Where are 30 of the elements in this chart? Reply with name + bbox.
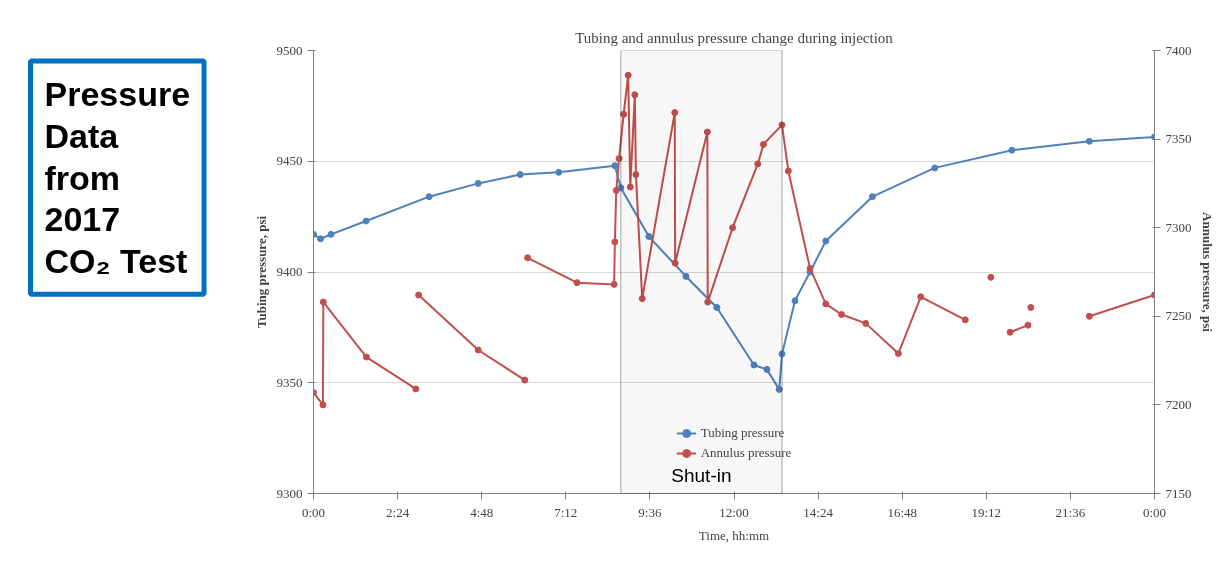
y2-tick-label: 7250 <box>1165 308 1192 324</box>
x-tick-label: 7:12 <box>554 504 578 520</box>
y-tick-label: 9450 <box>276 153 303 169</box>
x-tick-label: 0:00 <box>1142 504 1167 520</box>
x-tick-label: 12:00 <box>719 504 749 520</box>
y2-tick-label: 7400 <box>1165 42 1192 58</box>
y-tick-label: 9300 <box>276 485 303 501</box>
x-tick-label: 2:24 <box>386 504 410 520</box>
x-tick-label: 14:24 <box>803 504 834 520</box>
y2-tick-label: 7350 <box>1165 131 1192 147</box>
band-label: Shut-in <box>671 464 732 486</box>
x-tick-label: 0:00 <box>301 504 326 520</box>
y2-tick-label: 7300 <box>1165 219 1192 235</box>
legend-label: Tubing pressure <box>700 425 785 441</box>
y2-axis-title: Annulus pressure, psi <box>1199 212 1215 333</box>
chart-title: Tubing and annulus pressure change during injection <box>575 29 894 46</box>
y-axis-title: Tubing pressure, psi <box>253 215 269 329</box>
legend-label: Annulus pressure <box>700 445 792 461</box>
x-tick-label: 4:48 <box>470 504 494 520</box>
x-tick-label: 16:48 <box>887 504 918 520</box>
x-tick-label: 21:36 <box>1055 504 1086 520</box>
x-tick-label: 19:12 <box>971 504 1002 520</box>
x-axis-title: Time, hh:mm <box>698 527 770 543</box>
text: Pressure Data from 2017 CO₂ Test <box>44 74 191 281</box>
y-tick-label: 9350 <box>276 374 303 390</box>
y-tick-label: 9500 <box>276 42 303 58</box>
y2-tick-label: 7150 <box>1165 485 1192 501</box>
y-tick-label: 9400 <box>276 264 303 279</box>
y2-tick-label: 7200 <box>1165 396 1192 412</box>
x-tick-label: 9:36 <box>638 504 662 520</box>
